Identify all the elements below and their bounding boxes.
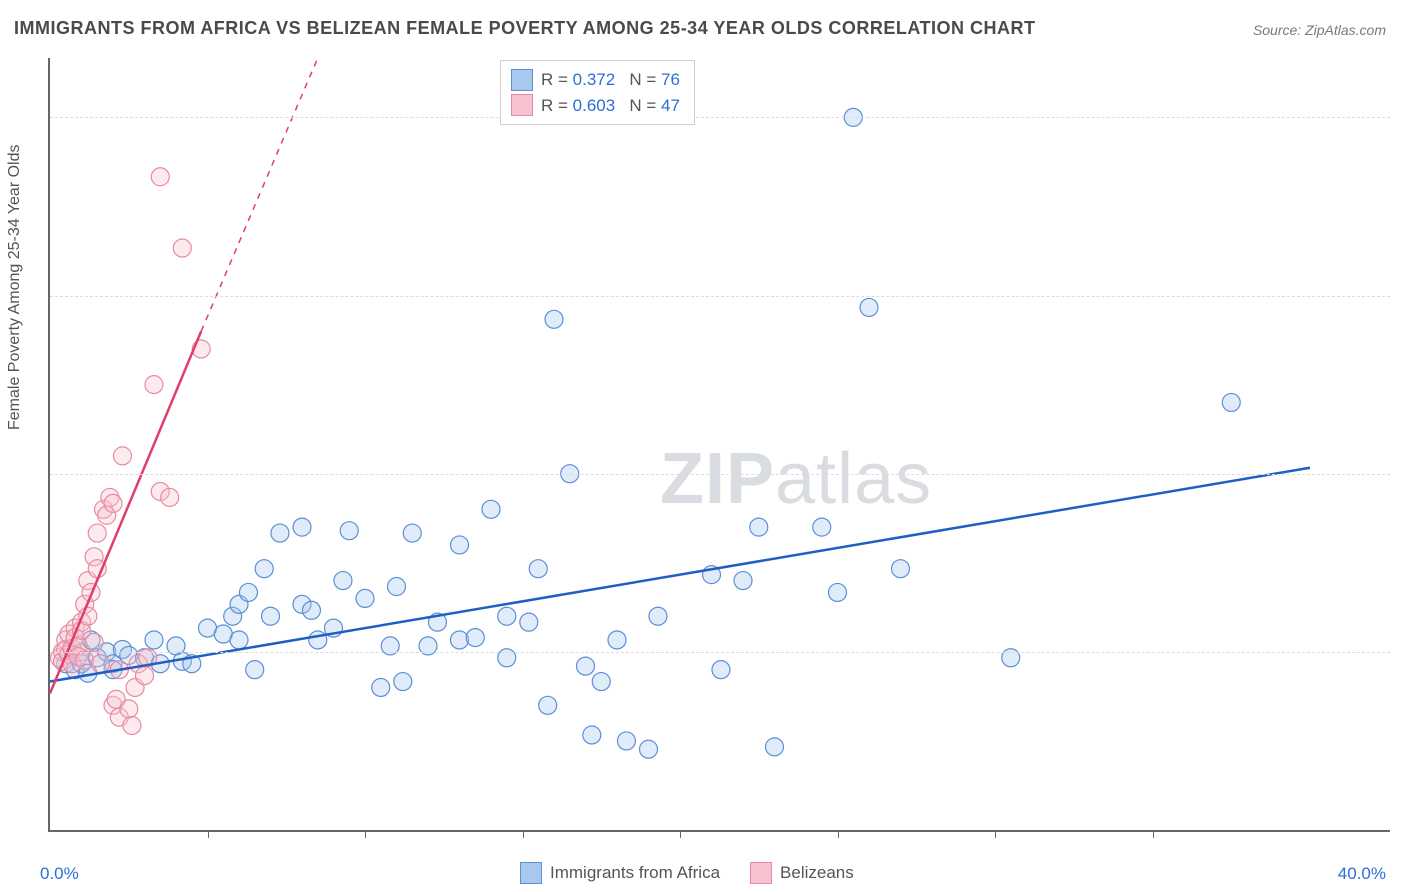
scatter-point: [451, 536, 469, 554]
legend-label: Belizeans: [780, 863, 854, 883]
plot-area: ZIPatlas 15.0%30.0%45.0%60.0%: [48, 58, 1390, 832]
scatter-point: [309, 631, 327, 649]
scatter-point: [734, 572, 752, 590]
scatter-point: [173, 239, 191, 257]
scatter-point: [1222, 393, 1240, 411]
scatter-svg: [50, 58, 1390, 830]
x-tick: [838, 830, 839, 838]
chart-title: IMMIGRANTS FROM AFRICA VS BELIZEAN FEMAL…: [14, 18, 1036, 39]
x-tick: [1153, 830, 1154, 838]
scatter-point: [123, 716, 141, 734]
scatter-point: [271, 524, 289, 542]
scatter-point: [860, 298, 878, 316]
x-tick: [208, 830, 209, 838]
scatter-point: [892, 560, 910, 578]
scatter-point: [466, 629, 484, 647]
x-tick: [365, 830, 366, 838]
series-legend-item: Belizeans: [750, 862, 854, 884]
source-label: Source: ZipAtlas.com: [1253, 22, 1386, 38]
scatter-point: [302, 601, 320, 619]
scatter-point: [91, 655, 109, 673]
legend-row: R = 0.372 N = 76: [511, 67, 680, 93]
scatter-point: [750, 518, 768, 536]
legend-swatch: [520, 862, 542, 884]
scatter-point: [813, 518, 831, 536]
scatter-point: [766, 738, 784, 756]
scatter-point: [403, 524, 421, 542]
x-tick: [995, 830, 996, 838]
scatter-point: [239, 583, 257, 601]
gridline: [50, 474, 1390, 475]
legend-row: R = 0.603 N = 47: [511, 93, 680, 119]
x-tick: [680, 830, 681, 838]
scatter-point: [161, 488, 179, 506]
correlation-legend: R = 0.372 N = 76R = 0.603 N = 47: [500, 60, 695, 125]
series-legend-item: Immigrants from Africa: [520, 862, 720, 884]
scatter-point: [340, 522, 358, 540]
scatter-point: [104, 494, 122, 512]
gridline: [50, 117, 1390, 118]
scatter-point: [545, 310, 563, 328]
legend-swatch: [511, 94, 533, 116]
legend-swatch: [750, 862, 772, 884]
scatter-point: [712, 661, 730, 679]
regression-line-extrapolated: [201, 58, 318, 331]
scatter-point: [539, 696, 557, 714]
scatter-point: [255, 560, 273, 578]
scatter-point: [136, 667, 154, 685]
scatter-point: [262, 607, 280, 625]
scatter-point: [120, 700, 138, 718]
scatter-point: [577, 657, 595, 675]
scatter-point: [145, 376, 163, 394]
scatter-point: [608, 631, 626, 649]
scatter-point: [649, 607, 667, 625]
scatter-point: [293, 518, 311, 536]
scatter-point: [592, 673, 610, 691]
scatter-point: [583, 726, 601, 744]
regression-line: [50, 468, 1310, 682]
scatter-point: [498, 607, 516, 625]
scatter-point: [829, 583, 847, 601]
gridline: [50, 296, 1390, 297]
legend-label: Immigrants from Africa: [550, 863, 720, 883]
scatter-point: [151, 168, 169, 186]
scatter-point: [451, 631, 469, 649]
y-axis-label: Female Poverty Among 25-34 Year Olds: [6, 145, 24, 431]
scatter-point: [520, 613, 538, 631]
gridline: [50, 652, 1390, 653]
x-axis-min-label: 0.0%: [40, 864, 79, 884]
legend-swatch: [511, 69, 533, 91]
scatter-point: [356, 589, 374, 607]
scatter-point: [372, 678, 390, 696]
scatter-point: [113, 447, 131, 465]
x-axis-max-label: 40.0%: [1338, 864, 1386, 884]
scatter-point: [85, 633, 103, 651]
scatter-point: [388, 578, 406, 596]
scatter-point: [230, 631, 248, 649]
scatter-point: [76, 651, 94, 669]
scatter-point: [334, 572, 352, 590]
legend-text: R = 0.603 N = 47: [541, 93, 680, 119]
legend-text: R = 0.372 N = 76: [541, 67, 680, 93]
scatter-point: [145, 631, 163, 649]
scatter-point: [529, 560, 547, 578]
scatter-point: [482, 500, 500, 518]
scatter-point: [617, 732, 635, 750]
scatter-point: [246, 661, 264, 679]
scatter-point: [640, 740, 658, 758]
series-legend: Immigrants from Africa Belizeans: [520, 862, 854, 884]
scatter-point: [88, 524, 106, 542]
scatter-point: [394, 673, 412, 691]
x-tick: [523, 830, 524, 838]
